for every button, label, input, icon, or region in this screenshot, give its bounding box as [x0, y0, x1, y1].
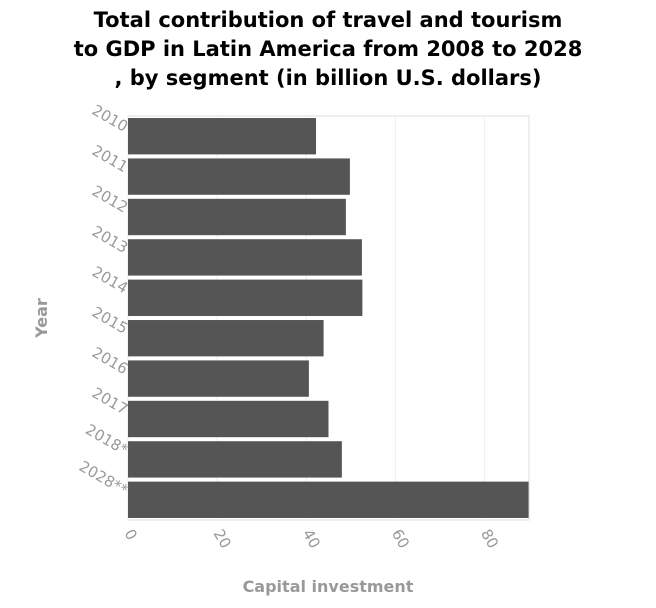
bars: [128, 118, 529, 518]
x-tick-labels: 0 20 40 60 80: [121, 526, 503, 552]
y-tick-label-2028**: 2028**: [76, 457, 131, 499]
y-tick-label-2013: 2013: [89, 222, 131, 257]
x-tick-label-80: 80: [477, 526, 502, 552]
y-axis-label: Year: [32, 298, 51, 339]
y-tick-label-2015: 2015: [89, 303, 131, 338]
chart-title-line-1: Total contribution of travel and tourism: [93, 8, 563, 32]
x-tick-label-40: 40: [299, 526, 324, 552]
bar-2011: [128, 158, 350, 195]
bar-2017: [128, 400, 329, 438]
bar-2028**: [128, 481, 529, 518]
bar-2015: [128, 320, 324, 357]
chart-title-line-3: , by segment (in billion U.S. dollars): [114, 66, 542, 90]
bar-2016: [128, 360, 309, 397]
x-tick-label-0: 0: [121, 526, 141, 543]
bar-2014: [128, 279, 363, 316]
y-tick-label-2011: 2011: [89, 141, 131, 176]
y-tick-label-2012: 2012: [89, 182, 131, 217]
chart-title-line-2: to GDP in Latin America from 2008 to 202…: [73, 37, 583, 61]
y-tick-label-2016: 2016: [89, 343, 131, 378]
x-tick-label-20: 20: [210, 526, 235, 552]
y-tick-label-2014: 2014: [89, 263, 131, 298]
bar-2013: [128, 239, 362, 276]
x-tick-label-60: 60: [388, 526, 413, 552]
bar-2010: [128, 118, 317, 155]
y-tick-label-2010: 2010: [89, 101, 131, 136]
y-tick-label-2018*: 2018*: [82, 420, 131, 459]
y-tick-labels: 2010 2011 2012 2013 2014 2015 2016 20172018*202…: [76, 101, 131, 500]
bar-2018*: [128, 441, 342, 478]
y-tick-label-2017: 2017: [89, 384, 131, 419]
chart-title: Total contribution of travel and tourism…: [0, 6, 656, 93]
bar-2012: [128, 198, 346, 236]
x-axis-label: Capital investment: [243, 577, 414, 596]
